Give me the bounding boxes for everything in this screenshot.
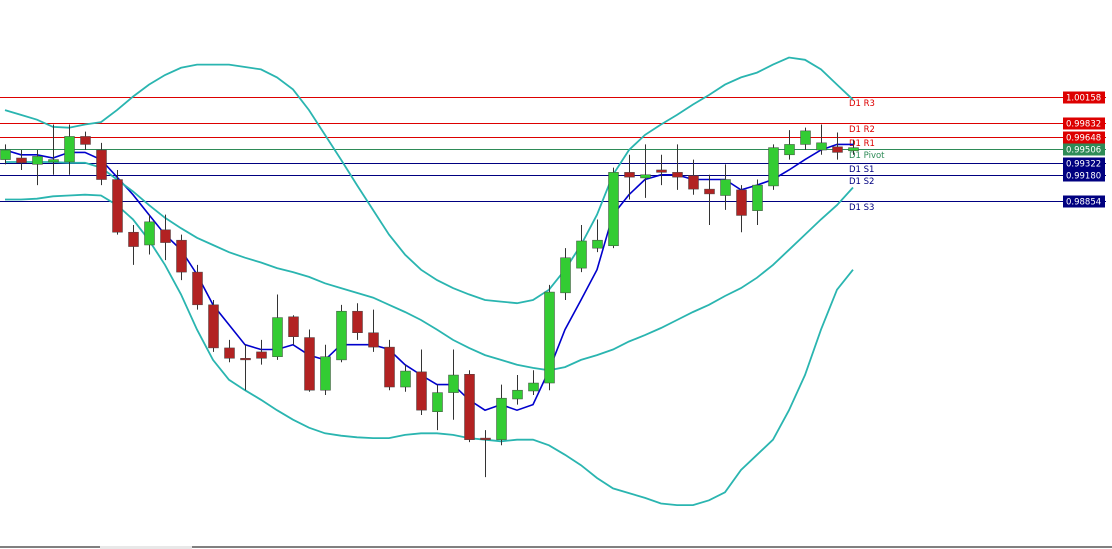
candle-body [32,156,43,165]
candle-body [464,373,475,440]
candle-body [368,332,379,348]
candle-body [336,310,347,361]
candle-body [784,144,795,156]
candle-body [400,370,411,388]
candle-body [272,317,283,357]
candle-body [832,146,843,153]
moving-average-line [4,143,853,412]
candle-body [816,142,827,151]
candle-body [288,316,299,337]
candle-body [112,179,123,233]
candle-body [768,147,779,187]
candle-body [736,189,747,216]
price-label: 0.99506 [1066,146,1101,156]
candle-body [320,356,331,391]
candle-body [64,136,75,163]
band-line [5,161,854,372]
price-label: 0.99648 [1066,134,1101,144]
price-label-box [1063,169,1105,182]
pivot-level-name: D1 S1 [849,165,874,175]
pivot-level-name: D1 R3 [849,99,875,109]
pivot-level-name: D1 Pivot [849,151,885,161]
price-label-box [1063,195,1105,208]
candle-body [208,304,219,349]
candle-body [240,358,251,361]
candle-body [704,188,715,195]
price-label: 0.99832 [1066,120,1101,130]
pivot-level-name: D1 S3 [849,203,874,213]
candle-body [592,239,603,249]
candle-body [480,437,491,440]
pivot-level-name: D1 R2 [849,125,875,135]
candle-body [304,337,315,391]
price-label-box [1063,157,1105,170]
candle-body [16,157,27,164]
candle-body [720,179,731,196]
candle-body [80,136,91,145]
price-label: 0.99322 [1066,160,1101,170]
candle-body [128,231,139,247]
price-label: 0.98854 [1066,198,1101,208]
candle-body [512,389,523,400]
candle-body [848,147,859,152]
candle-body [432,392,443,413]
candle-body [352,310,363,334]
price-label: 0.99180 [1066,172,1101,182]
candle-body [656,169,667,173]
candle-body [688,175,699,190]
candle-body [752,184,763,211]
candle-body [192,271,203,306]
price-label-box [1063,131,1105,144]
candle-body [96,149,107,180]
candle-body [176,239,187,273]
candle-body [416,371,427,411]
price-label-box [1063,91,1105,104]
candle-body [624,172,635,178]
candle-body [224,347,235,359]
price-label: 1.00158 [1066,94,1101,104]
scrollbar[interactable] [100,546,192,549]
candle-body [640,174,651,179]
candle-body [576,240,587,269]
price-label-box [1063,117,1105,130]
candle-body [560,257,571,294]
band-line [4,56,854,305]
candle-body [544,291,555,384]
candle-body [496,397,507,440]
candle-body [672,172,683,178]
candle-body [144,221,155,246]
candle-body [256,351,267,359]
candle-body [0,149,11,160]
candle-body [800,130,811,145]
candle-body [384,346,395,388]
price-label-box [1063,143,1105,156]
pivot-level-name: D1 S2 [849,177,874,187]
candle-body [160,229,171,243]
pivot-level-name: D1 R1 [849,139,875,149]
candle-body [48,159,59,163]
candle-body [608,172,619,247]
candle-body [528,382,539,392]
candle-body [448,374,459,393]
